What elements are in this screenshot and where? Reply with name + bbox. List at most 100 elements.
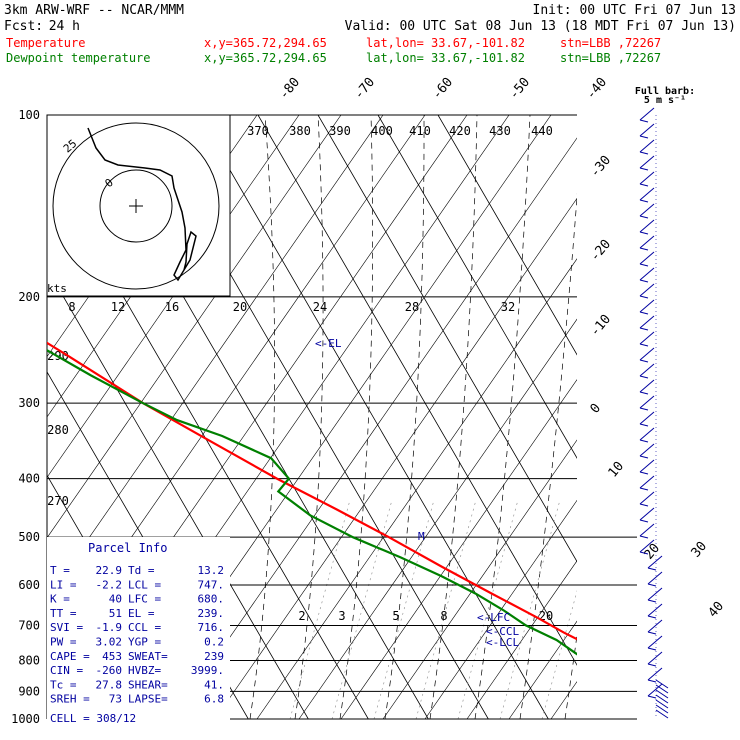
wind-barb (639, 411, 655, 425)
isotherm-label: 0 (588, 401, 605, 417)
wind-barb (639, 491, 655, 505)
wind-barb (655, 684, 669, 694)
mixing-ratio-line (415, 499, 477, 719)
parcel-row-label2: LAPSE= (128, 693, 168, 706)
wind-barb (639, 475, 655, 489)
mixing-ratio-line (373, 499, 435, 719)
wind-barb-flag (639, 311, 649, 315)
fcst-label: Fcst: (4, 19, 43, 34)
isotherm-line (257, 115, 577, 666)
wind-barb-flag (639, 359, 649, 363)
mixing-ratio-line (289, 499, 351, 719)
mixing-ratio-label: 3 (338, 609, 345, 623)
pressure-tick-label: 800 (18, 653, 40, 667)
wind-barb (639, 219, 655, 233)
moist-adiabat-label: 8 (68, 300, 75, 314)
valid-time: Valid: 00 UTC Sat 08 Jun 13 (18 MDT Fri … (345, 19, 736, 34)
parcel-row-value: -1.9 (96, 621, 123, 634)
ccl-marker: <-CCL (486, 625, 519, 638)
parcel-row-label2: HVBZ= (128, 664, 161, 677)
parcel-row-value2: 41. (204, 678, 224, 691)
wind-barbs (639, 107, 669, 719)
wind-barb (639, 123, 655, 137)
wind-barb-flag (647, 647, 657, 651)
wind-barb (647, 619, 663, 633)
dry-adiabat-line (635, 115, 740, 719)
wind-barb-flag (639, 423, 649, 427)
parcel-row-value: 51 (109, 607, 122, 620)
dry-adiabat-line (340, 379, 577, 719)
wind-barb-flag (639, 183, 649, 187)
temperature-profile (47, 341, 577, 641)
parcel-row-value: 3.02 (96, 636, 123, 649)
wind-barb-flag (647, 695, 657, 699)
wind-barb (639, 539, 655, 553)
full-barb-units: 5 m s⁻¹ (644, 95, 686, 106)
parcel-row-value2: 6.8 (204, 693, 224, 706)
pressure-tick-label: 400 (18, 472, 40, 486)
isotherm-label: -20 (588, 237, 615, 265)
wind-barb-flag (647, 663, 657, 667)
isotherm-label: -30 (588, 153, 615, 181)
wind-barb-flag (647, 631, 657, 635)
parcel-row-label2: EL = (128, 607, 155, 620)
wind-barb-flag (639, 199, 649, 203)
wind-barb (655, 689, 669, 699)
wind-barb (647, 683, 663, 697)
dry-adiabat-label: 430 (489, 124, 511, 138)
moist-adiabat-line (519, 192, 577, 719)
wind-barb (639, 299, 655, 313)
wind-barb (639, 395, 655, 409)
wind-barb (639, 139, 655, 153)
wind-barb-flag (639, 407, 649, 411)
parcel-row-label: CIN = (50, 664, 83, 677)
parcel-cell: CELL = 308/12 (50, 712, 136, 725)
parcel-row-label2: LFC = (128, 593, 161, 606)
wind-barb (647, 603, 663, 617)
full-barb-label: Full barb: (635, 86, 695, 97)
isotherm-label: -50 (507, 75, 534, 103)
wind-barb (655, 709, 669, 719)
moist-adiabat-label: 24 (313, 300, 327, 314)
dry-adiabat-line (424, 499, 577, 719)
parcel-row-value: 22.9 (96, 564, 123, 577)
mixing-ratio-label: 5 (392, 609, 399, 623)
parcel-row-label: CAPE = (50, 650, 90, 663)
wind-barb-flag (647, 679, 657, 683)
dry-adiabat-line (382, 439, 577, 719)
dry-adiabat-line (298, 318, 577, 719)
wind-barb (647, 635, 663, 649)
parcel-row-value: -260 (96, 664, 123, 677)
isotherm-label: -60 (430, 75, 457, 103)
moist-adiabat-line (429, 115, 478, 719)
wind-barb (639, 459, 655, 473)
moist-adiabat-line (610, 115, 689, 719)
wind-barb (647, 555, 663, 569)
wind-barb-flag (639, 279, 649, 283)
model-title: 3km ARW-WRF -- NCAR/MMM (4, 3, 184, 18)
moist-adiabat-line (339, 115, 373, 719)
wind-barb-flag (639, 551, 649, 555)
wind-barb (639, 235, 655, 249)
wind-barb-flag (639, 167, 649, 171)
temperature-legend: Temperature (6, 36, 85, 50)
wind-barb-flag (639, 375, 649, 379)
fcst-value: 24 h (49, 19, 80, 34)
wind-barb (639, 315, 655, 329)
mixing-ratio-line (541, 590, 577, 719)
lfc-marker: <-LFC (477, 611, 510, 624)
dewpoint-latlon: lat,lon= 33.67,-101.82 (366, 51, 525, 65)
parcel-row-label: SVI = (50, 621, 83, 634)
dry-adiabat-line (47, 115, 342, 539)
mixing-ratio-line (331, 499, 393, 719)
wind-barb (639, 427, 655, 441)
wind-barb (639, 331, 655, 345)
wind-barb-flag (639, 135, 649, 139)
parcel-row-value2: 239 (204, 650, 224, 663)
wind-barb-flag (639, 263, 649, 267)
parcel-row-value2: 239. (198, 607, 225, 620)
wind-barb (639, 251, 655, 265)
wind-barb-flag (647, 615, 657, 619)
isotherm-label: -10 (588, 312, 615, 340)
dry-adiabat-line (172, 137, 577, 719)
